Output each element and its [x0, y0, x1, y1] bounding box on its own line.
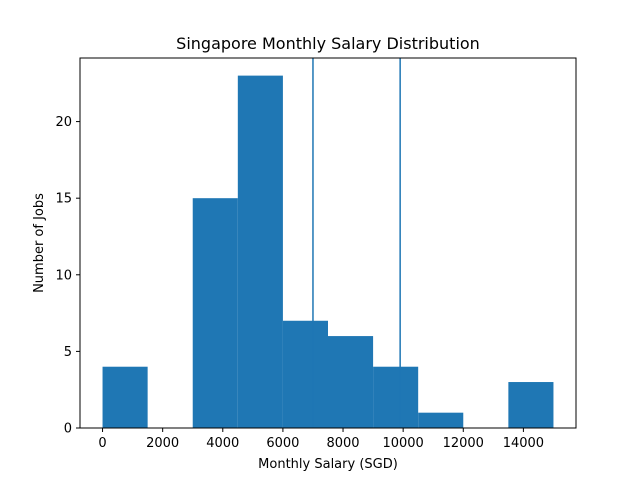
y-axis: 0 5 10 15 20 — [55, 115, 80, 437]
histogram-bar-9 — [508, 382, 554, 428]
x-tick-label-1: 2000 — [146, 436, 179, 451]
x-axis: 0 2000 4000 6000 8000 10000 12000 14000 — [98, 428, 544, 451]
histogram-bar-6 — [373, 366, 419, 428]
histogram-bar-0 — [102, 366, 148, 428]
bars-group — [102, 75, 554, 428]
y-tick-label-0: 0 — [64, 422, 72, 437]
x-tick-label-7: 14000 — [503, 436, 544, 451]
x-tick-label-3: 6000 — [266, 436, 299, 451]
histogram-bar-5 — [328, 336, 374, 428]
plot-frame — [79, 57, 577, 429]
histogram-bar-3 — [237, 75, 283, 428]
x-axis-label: Monthly Salary (SGD) — [258, 457, 398, 472]
x-tick-label-4: 8000 — [326, 436, 359, 451]
y-tick-label-3: 15 — [55, 192, 72, 207]
reference-lines-group — [312, 58, 401, 428]
x-tick-label-6: 12000 — [443, 436, 484, 451]
y-tick-label-1: 5 — [64, 345, 72, 360]
x-tick-label-0: 0 — [98, 436, 106, 451]
x-tick-label-2: 4000 — [206, 436, 239, 451]
y-axis-label: Number of Jobs — [32, 193, 47, 293]
chart-title: Singapore Monthly Salary Distribution — [176, 34, 480, 53]
x-tick-label-5: 10000 — [382, 436, 423, 451]
histogram-bar-7 — [418, 412, 464, 428]
y-tick-label-4: 20 — [55, 115, 72, 130]
histogram-bar-2 — [192, 198, 238, 428]
y-tick-label-2: 10 — [55, 268, 72, 283]
histogram-bar-4 — [282, 320, 328, 428]
